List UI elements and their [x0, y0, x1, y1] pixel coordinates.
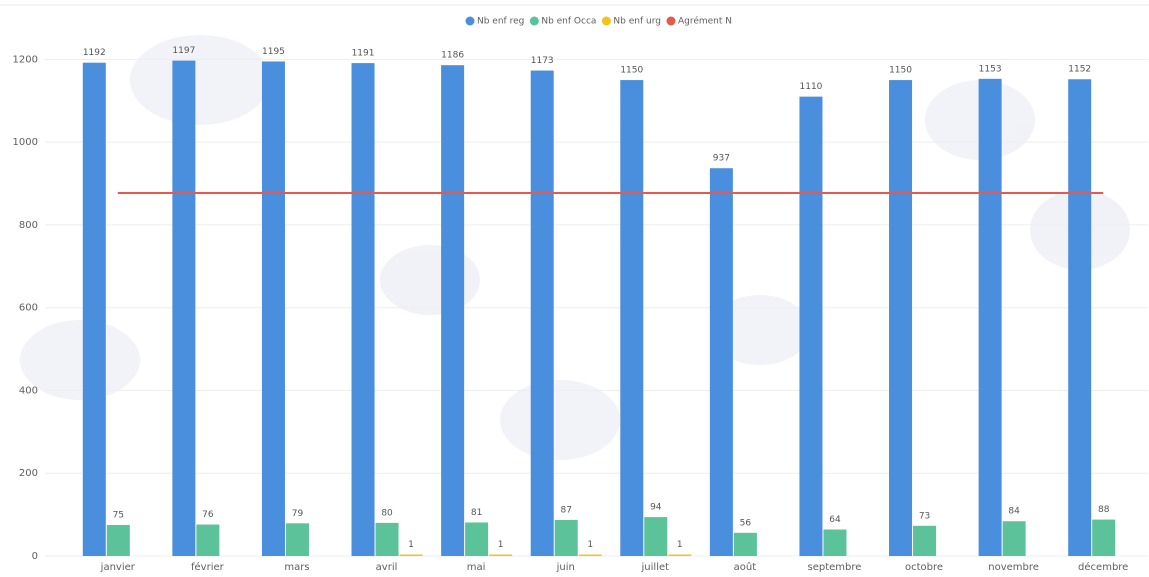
bar	[400, 555, 423, 557]
bar	[262, 61, 285, 556]
bar	[1003, 521, 1026, 556]
bar	[823, 530, 846, 556]
x-tick-label: novembre	[988, 562, 1039, 573]
value-label: 80	[381, 508, 393, 518]
value-label: 1	[587, 540, 593, 550]
bar	[441, 65, 464, 556]
bar	[172, 61, 195, 556]
y-tick-label: 800	[19, 220, 38, 231]
bar	[489, 555, 512, 557]
y-tick-label: 400	[19, 385, 38, 396]
legend-marker	[666, 17, 675, 26]
value-label: 84	[1008, 507, 1020, 517]
bar	[196, 525, 219, 556]
x-tick-label: juin	[556, 562, 575, 573]
bar	[1068, 79, 1091, 556]
bar	[83, 63, 106, 556]
bar	[620, 80, 643, 556]
bar	[668, 555, 691, 557]
x-tick-label: octobre	[905, 562, 943, 573]
legend-marker	[466, 17, 475, 26]
x-tick-label: mai	[467, 562, 486, 573]
bar	[889, 80, 912, 556]
bar	[579, 555, 602, 557]
bar	[352, 63, 375, 556]
bar	[286, 523, 309, 556]
x-tick-label: août	[734, 561, 757, 573]
x-tick-label: mars	[284, 562, 309, 573]
y-tick-label: 0	[32, 551, 38, 562]
value-label: 1110	[800, 82, 823, 92]
value-label: 1150	[889, 66, 912, 76]
value-label: 1197	[172, 46, 195, 56]
legend-label: Nb enf Occa	[541, 17, 596, 27]
value-label: 87	[560, 505, 571, 515]
value-label: 1186	[441, 51, 464, 61]
legend-label: Nb enf urg	[613, 17, 661, 27]
value-label: 94	[650, 503, 662, 513]
x-tick-label: janvier	[100, 562, 136, 573]
legend-label: Agrément N	[678, 16, 732, 27]
value-label: 1191	[352, 49, 375, 59]
value-label: 64	[829, 515, 841, 525]
bar	[913, 526, 936, 556]
y-tick-label: 1000	[13, 137, 38, 148]
bar	[799, 97, 822, 556]
bar	[644, 517, 667, 556]
x-tick-label: février	[191, 561, 225, 573]
legend-marker	[602, 17, 611, 26]
value-label: 1	[677, 540, 683, 550]
value-label: 73	[919, 511, 930, 521]
value-label: 1	[498, 540, 504, 550]
value-label: 76	[202, 510, 214, 520]
y-tick-label: 1200	[13, 54, 38, 65]
chart: 0 200 400 600 800 1000 1200 Nb enf reg Nb enf Oc…	[0, 0, 1149, 577]
value-label: 81	[471, 508, 482, 518]
value-label: 1192	[83, 48, 106, 58]
value-label: 56	[740, 518, 752, 528]
x-tick-label: décembre	[1078, 561, 1128, 573]
y-tick-label: 600	[19, 303, 38, 314]
value-label: 1150	[620, 66, 643, 76]
x-tick-label: avril	[376, 562, 398, 573]
y-tick-label: 200	[19, 468, 38, 479]
bar	[465, 522, 488, 556]
bar	[107, 525, 130, 556]
value-label: 1195	[262, 47, 285, 57]
bar	[376, 523, 399, 556]
legend-label: Nb enf reg	[477, 17, 524, 27]
bar	[531, 71, 554, 556]
bar	[734, 533, 757, 556]
bar	[555, 520, 578, 556]
value-label: 1152	[1068, 65, 1091, 75]
bar	[1092, 520, 1115, 556]
value-label: 937	[713, 154, 730, 164]
value-label: 1	[408, 540, 414, 550]
value-label: 1173	[531, 56, 554, 66]
value-label: 79	[292, 509, 304, 519]
value-label: 75	[113, 510, 124, 520]
x-tick-label: juillet	[641, 562, 670, 573]
x-tick-label: septembre	[807, 562, 861, 573]
legend-marker	[530, 17, 539, 26]
bar	[979, 79, 1002, 556]
value-label: 88	[1098, 505, 1110, 515]
bar	[710, 168, 733, 556]
value-label: 1153	[979, 64, 1002, 74]
